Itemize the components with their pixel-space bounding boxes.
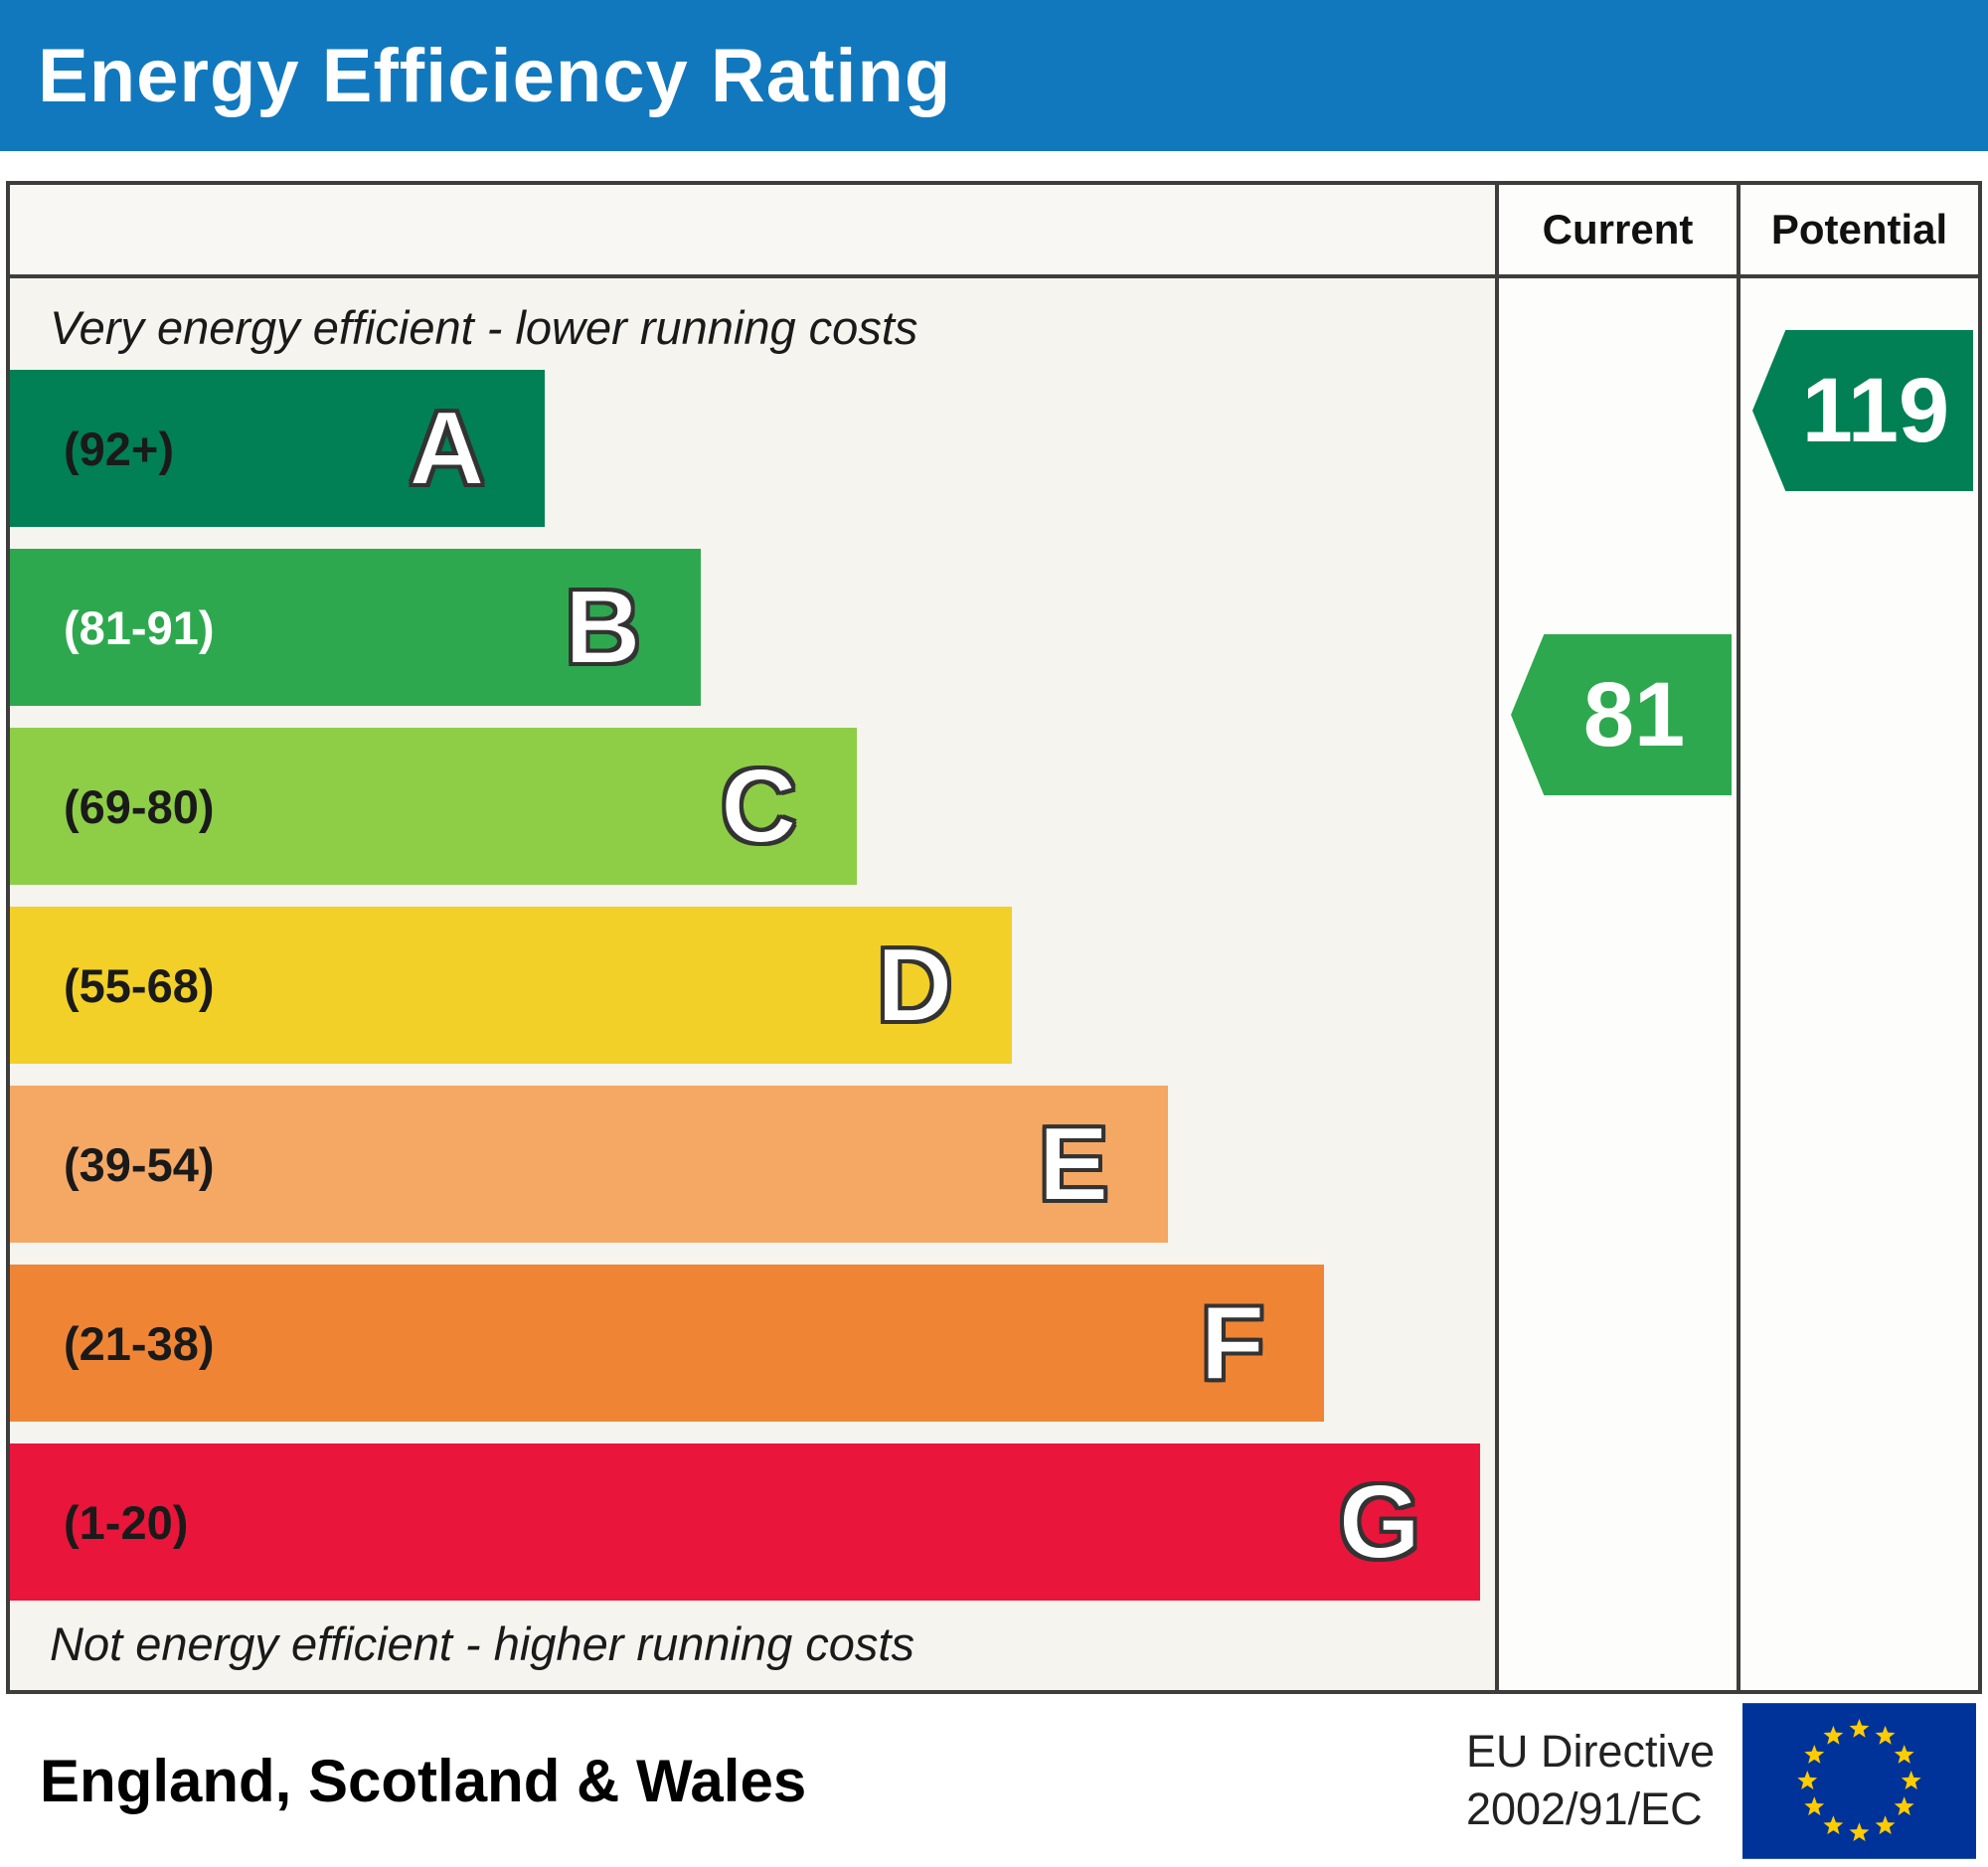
band-letter: F <box>1199 1284 1265 1402</box>
band-letter: B <box>564 569 642 686</box>
rating-bar-f: (21-38) F <box>10 1265 1325 1422</box>
band-range-label: (21-38) <box>64 1316 215 1370</box>
band-row-b: (81-91) B <box>10 549 1495 706</box>
region-label: England, Scotland & Wales <box>40 1747 807 1814</box>
rating-table: Current Potential Very energy efficient … <box>6 181 1982 1694</box>
rating-bar-g: (1-20) G <box>10 1443 1481 1601</box>
eu-directive-text: EU Directive 2002/91/EC <box>1466 1723 1715 1839</box>
band-range-label: (1-20) <box>64 1495 189 1549</box>
band-letter: E <box>1038 1105 1110 1223</box>
rating-bar-d: (55-68) D <box>10 907 1013 1064</box>
band-row-a: (92+) A <box>10 370 1495 527</box>
band-bars: (92+) A (81-91) B (69-80) C <box>10 370 1495 1601</box>
rating-bar-c: (69-80) C <box>10 728 857 885</box>
current-column: 81 <box>1495 278 1737 1690</box>
rating-bar-e: (39-54) E <box>10 1086 1169 1243</box>
eu-directive-line2: 2002/91/EC <box>1465 1783 1703 1834</box>
band-row-g: (1-20) G <box>10 1443 1495 1601</box>
footer: England, Scotland & Wales EU Directive 2… <box>0 1694 1988 1867</box>
column-header-potential: Potential <box>1737 185 1978 274</box>
bottom-caption: Not energy efficient - higher running co… <box>50 1616 914 1670</box>
rating-bar-a: (92+) A <box>10 370 545 527</box>
band-letter: C <box>720 748 798 865</box>
band-row-e: (39-54) E <box>10 1086 1495 1243</box>
band-letter: G <box>1338 1463 1421 1581</box>
band-row-d: (55-68) D <box>10 907 1495 1064</box>
band-range-label: (81-91) <box>64 600 215 654</box>
current-rating-value: 81 <box>1582 664 1686 765</box>
title-bar: Energy Efficiency Rating <box>0 0 1988 151</box>
band-row-f: (21-38) F <box>10 1265 1495 1422</box>
band-range-label: (69-80) <box>64 779 215 833</box>
top-caption: Very energy efficient - lower running co… <box>50 300 918 354</box>
current-rating-arrow: 81 <box>1511 634 1732 795</box>
band-letter: D <box>876 927 954 1044</box>
page-title: Energy Efficiency Rating <box>38 33 952 118</box>
table-body: Very energy efficient - lower running co… <box>10 278 1978 1690</box>
band-range-label: (92+) <box>64 422 175 475</box>
table-header-row: Current Potential <box>10 185 1978 278</box>
potential-rating-arrow: 119 <box>1752 330 1973 491</box>
rating-bar-b: (81-91) B <box>10 549 701 706</box>
eu-directive-line1: EU Directive <box>1465 1725 1715 1777</box>
potential-rating-value: 119 <box>1801 360 1950 461</box>
band-letter: A <box>408 390 486 507</box>
band-row-c: (69-80) C <box>10 728 1495 885</box>
eu-flag-icon <box>1742 1702 1976 1859</box>
band-range-label: (39-54) <box>64 1137 215 1191</box>
band-range-label: (55-68) <box>64 958 215 1012</box>
bands-area: Very energy efficient - lower running co… <box>10 278 1495 1690</box>
potential-column: 119 <box>1737 278 1978 1690</box>
table-header-spacer <box>10 185 1495 274</box>
column-header-current: Current <box>1495 185 1737 274</box>
